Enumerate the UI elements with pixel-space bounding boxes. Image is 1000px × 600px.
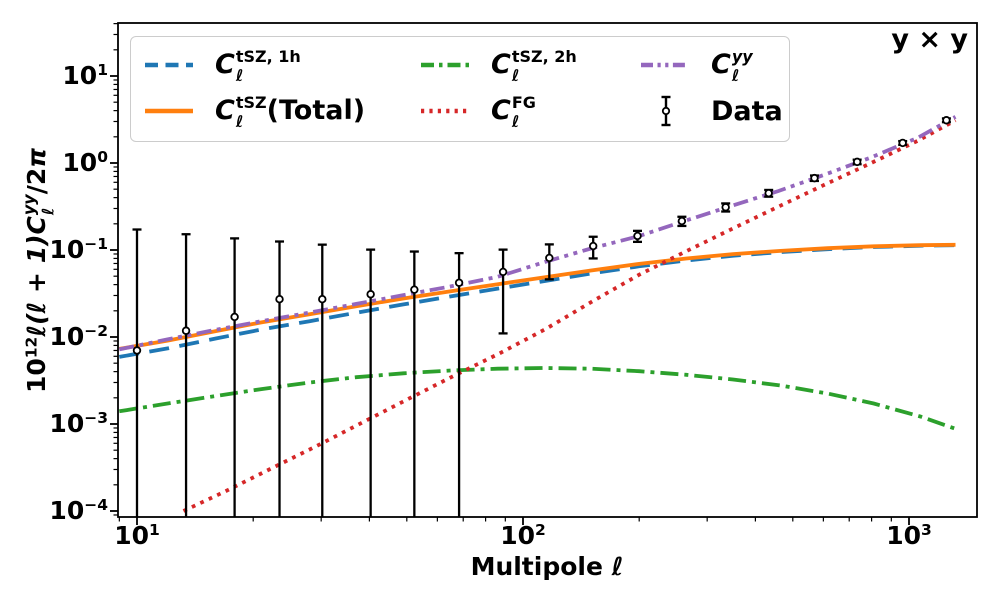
data-point: [409, 250, 419, 517]
data-point: [544, 243, 554, 281]
data-point: [181, 233, 191, 517]
data-point: [677, 215, 687, 228]
legend-entry-data: Data: [639, 93, 783, 129]
curve-yy: [118, 115, 957, 352]
data-point: [132, 228, 142, 517]
data-point: [498, 248, 508, 335]
data-point: [764, 188, 774, 198]
legend-label: Data: [711, 95, 783, 127]
legend-line-sample-tsz-2h: [421, 62, 469, 68]
legend-errorbar-icon: [661, 95, 671, 127]
curve-fg: [182, 118, 957, 513]
data-point: [317, 243, 327, 517]
legend-line-sample-yy: [641, 62, 689, 68]
curve-tsz-2h: [118, 366, 957, 431]
data-point: [366, 248, 376, 517]
data-point: [852, 157, 862, 167]
legend-label: C FG ℓ: [491, 92, 536, 131]
plot-frame: [117, 22, 978, 518]
legend-line-sample-fg: [421, 108, 469, 114]
data-point: [721, 202, 731, 213]
corner-label: y × y: [891, 24, 968, 55]
data-points: [132, 116, 951, 517]
data-point: [454, 252, 464, 517]
data-point: [230, 237, 240, 517]
data-point: [941, 116, 951, 125]
data-point: [588, 235, 598, 260]
legend-line-sample-tsz-total: [145, 108, 193, 114]
curve-tsz-total: [118, 242, 956, 351]
curve-tsz-1h: [118, 243, 956, 359]
data-point: [898, 138, 908, 148]
data-point: [633, 229, 643, 244]
data-point: [275, 240, 285, 517]
legend-entry-fg: C FG ℓ: [419, 93, 639, 129]
x-axis-label: Multipole ℓ: [470, 552, 624, 581]
y-axis-label: 1012ℓ(ℓ + 1)C yy ℓ/2π: [19, 147, 58, 394]
legend-line-sample-tsz-1h: [145, 62, 193, 68]
data-point: [809, 173, 819, 183]
